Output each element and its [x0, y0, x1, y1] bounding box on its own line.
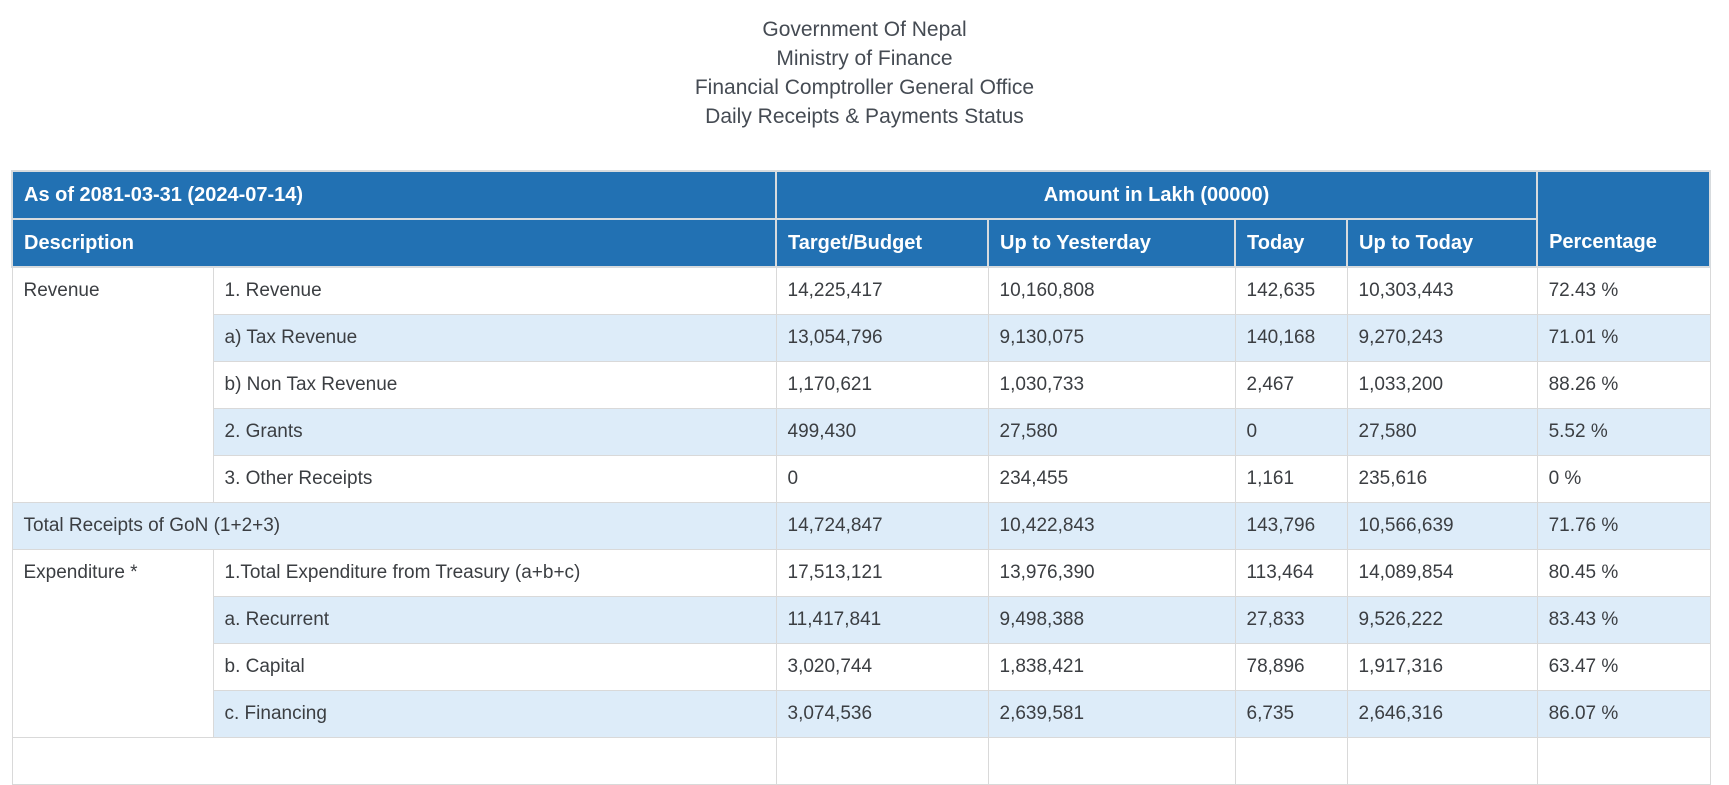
today-cell: 0 [1234, 407, 1348, 456]
table-row-financing: c. Financing 3,074,536 2,639,581 6,735 2… [12, 689, 1711, 738]
table-row-recurrent: a. Recurrent 11,417,841 9,498,388 27,833… [12, 595, 1711, 644]
target-budget-cell: 0 [775, 454, 989, 503]
up-to-yesterday-cell [987, 736, 1236, 785]
up-to-yesterday-cell: 27,580 [987, 407, 1236, 456]
table-row-non-tax-revenue: b) Non Tax Revenue 1,170,621 1,030,733 2… [12, 360, 1711, 409]
percentage-cell: 71.01 % [1536, 313, 1711, 362]
today-cell: 6,735 [1234, 689, 1348, 738]
up-to-today-cell: 235,616 [1346, 454, 1538, 503]
title-government: Government Of Nepal [762, 18, 967, 41]
target-budget-cell: 499,430 [775, 407, 989, 456]
up-to-today-cell: 10,566,639 [1346, 501, 1538, 550]
target-budget-cell: 3,020,744 [775, 642, 989, 691]
column-header-target-budget: Target/Budget [775, 218, 990, 268]
up-to-today-cell: 9,270,243 [1346, 313, 1538, 362]
column-header-up-to-yesterday: Up to Yesterday [987, 218, 1237, 268]
up-to-today-cell: 1,917,316 [1346, 642, 1538, 691]
percentage-cell: 86.07 % [1536, 689, 1711, 738]
column-header-description: Description [10, 218, 778, 268]
percentage-cell: 80.45 % [1536, 548, 1711, 597]
up-to-today-cell: 10,303,443 [1346, 266, 1538, 315]
up-to-yesterday-cell: 9,498,388 [987, 595, 1236, 644]
up-to-today-cell: 27,580 [1346, 407, 1538, 456]
today-cell: 113,464 [1234, 548, 1348, 597]
target-budget-cell [775, 736, 989, 785]
today-cell: 142,635 [1234, 266, 1348, 315]
description-cell: b) Non Tax Revenue [212, 360, 777, 409]
target-budget-cell: 13,054,796 [775, 313, 989, 362]
amount-unit-header: Amount in Lakh (00000) [775, 170, 1539, 220]
today-cell: 78,896 [1234, 642, 1348, 691]
table-header-row-1: As of 2081-03-31 (2024-07-14) Amount in … [10, 170, 1712, 268]
table-row-total-receipts: Total Receipts of GoN (1+2+3) 14,724,847… [11, 501, 1711, 550]
group-cell-expenditure: Expenditure * [11, 548, 214, 738]
percentage-cell: 88.26 % [1536, 360, 1711, 409]
today-cell: 1,161 [1234, 454, 1348, 503]
table-row-total-expenditure: Expenditure * 1.Total Expenditure from T… [11, 548, 1711, 738]
target-budget-cell: 11,417,841 [775, 595, 989, 644]
percentage-cell: 71.76 % [1536, 501, 1711, 550]
title-office: Financial Comptroller General Office [694, 76, 1035, 99]
description-cell: 2. Grants [212, 407, 777, 456]
target-budget-cell: 17,513,121 [775, 548, 989, 597]
percentage-cell: 83.43 % [1536, 595, 1711, 644]
column-header-up-to-today: Up to Today [1346, 218, 1539, 268]
description-cell: a. Recurrent [212, 595, 777, 644]
description-cell: 1. Revenue [212, 266, 777, 315]
title-ministry: Ministry of Finance [776, 47, 953, 70]
up-to-today-cell: 2,646,316 [1346, 689, 1538, 738]
table-row-capital: b. Capital 3,020,744 1,838,421 78,896 1,… [12, 642, 1711, 691]
table-row-grants: 2. Grants 499,430 27,580 0 27,580 5.52 % [12, 407, 1711, 456]
up-to-today-cell: 9,526,222 [1346, 595, 1538, 644]
table-header-row-2: Description Target/Budget Up to Yesterda… [10, 218, 1710, 268]
up-to-yesterday-cell: 1,030,733 [987, 360, 1236, 409]
up-to-yesterday-cell: 1,838,421 [987, 642, 1236, 691]
today-cell [1234, 736, 1348, 785]
description-cell: b. Capital [212, 642, 777, 691]
target-budget-cell: 1,170,621 [775, 360, 989, 409]
target-budget-cell: 14,225,417 [775, 266, 989, 315]
up-to-yesterday-cell: 2,639,581 [987, 689, 1236, 738]
description-cell: a) Tax Revenue [212, 313, 777, 362]
percentage-cell [1536, 736, 1711, 785]
up-to-today-cell: 1,033,200 [1346, 360, 1538, 409]
page-title-block: Government Of Nepal Ministry of Finance … [0, 0, 1729, 131]
up-to-yesterday-cell: 234,455 [987, 454, 1236, 503]
table-row-other-receipts: 3. Other Receipts 0 234,455 1,161 235,61… [12, 454, 1711, 503]
up-to-yesterday-cell: 10,422,843 [987, 501, 1236, 550]
group-cell-revenue: Revenue [11, 266, 214, 503]
target-budget-cell: 14,724,847 [775, 501, 989, 550]
up-to-yesterday-cell: 13,976,390 [987, 548, 1236, 597]
today-cell: 2,467 [1234, 360, 1348, 409]
daily-receipts-payments-table: As of 2081-03-31 (2024-07-14) Amount in … [10, 170, 1712, 785]
table-row-revenue: Revenue 1. Revenue 14,225,417 10,160,808… [11, 266, 1711, 503]
total-receipts-label-cell: Total Receipts of GoN (1+2+3) [11, 501, 777, 550]
description-cell [11, 736, 777, 785]
percentage-cell: 5.52 % [1536, 407, 1711, 456]
today-cell: 143,796 [1234, 501, 1348, 550]
as-of-date-header: As of 2081-03-31 (2024-07-14) [10, 170, 778, 220]
column-header-percentage: Percentage [1536, 170, 1712, 268]
percentage-cell: 72.43 % [1536, 266, 1711, 315]
table-row-clipped [11, 736, 1711, 785]
description-cell: 1.Total Expenditure from Treasury (a+b+c… [212, 548, 777, 597]
column-header-today: Today [1234, 218, 1349, 268]
today-cell: 27,833 [1234, 595, 1348, 644]
up-to-today-cell: 14,089,854 [1346, 548, 1538, 597]
up-to-yesterday-cell: 10,160,808 [987, 266, 1236, 315]
percentage-cell: 0 % [1536, 454, 1711, 503]
up-to-yesterday-cell: 9,130,075 [987, 313, 1236, 362]
target-budget-cell: 3,074,536 [775, 689, 989, 738]
today-cell: 140,168 [1234, 313, 1348, 362]
up-to-today-cell [1346, 736, 1538, 785]
table-row-tax-revenue: a) Tax Revenue 13,054,796 9,130,075 140,… [12, 313, 1711, 362]
title-report-name: Daily Receipts & Payments Status [705, 105, 1024, 128]
description-cell: 3. Other Receipts [212, 454, 777, 503]
description-cell: c. Financing [212, 689, 777, 738]
percentage-cell: 63.47 % [1536, 642, 1711, 691]
